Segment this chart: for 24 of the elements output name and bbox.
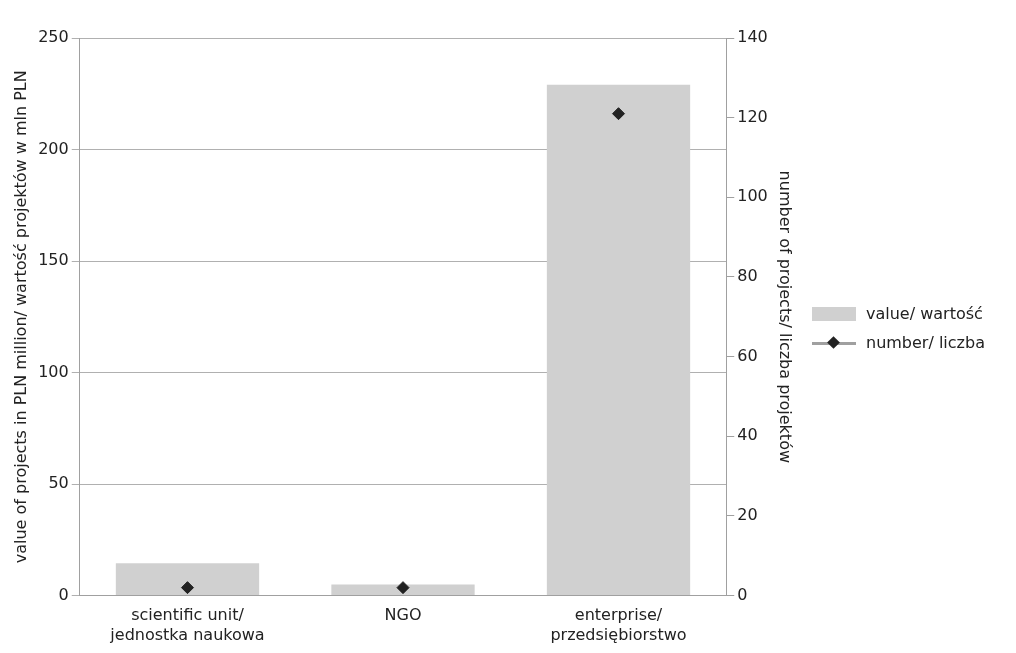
y-tick-label: 250 bbox=[38, 27, 69, 47]
y-axis-title: value of projects in PLN million/ wartość projektów w mln PLN bbox=[10, 70, 30, 564]
y2-tick-label: 40 bbox=[737, 425, 758, 445]
y2-tick-label: 120 bbox=[737, 106, 768, 126]
y2-tick-label: 0 bbox=[737, 584, 748, 604]
y2-tick-label: 140 bbox=[737, 27, 768, 47]
bar bbox=[546, 84, 691, 596]
y-tick-label: 100 bbox=[38, 361, 69, 381]
legend-label: value/ wartość bbox=[866, 304, 983, 323]
x-tick-label: NGO bbox=[384, 605, 422, 625]
y-tick-label: 50 bbox=[48, 473, 69, 493]
y-tick-label: 200 bbox=[38, 138, 69, 158]
y2-axis-title: number of projects/ liczba projektów bbox=[776, 170, 796, 463]
y-tick-label: 150 bbox=[38, 250, 69, 270]
x-tick-label: enterprise/ przedsiębiorstwo bbox=[550, 605, 687, 644]
y2-tick-label: 100 bbox=[737, 186, 768, 206]
y2-tick-label: 20 bbox=[737, 505, 758, 525]
y-tick-label: 0 bbox=[58, 584, 69, 604]
y2-tick-label: 80 bbox=[737, 266, 758, 286]
bar bbox=[115, 563, 260, 596]
x-tick-label: scientific unit/ jednostka naukowa bbox=[109, 605, 265, 644]
y2-tick-label: 60 bbox=[737, 345, 758, 365]
bar bbox=[331, 584, 475, 596]
legend-label: number/ liczba bbox=[866, 333, 985, 352]
